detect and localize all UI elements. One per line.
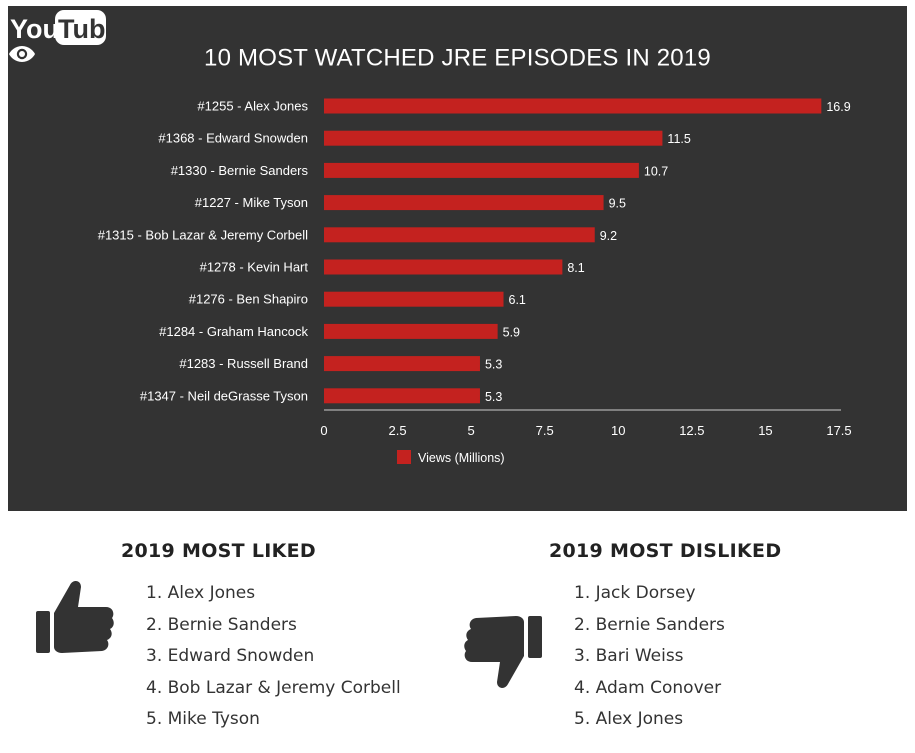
list-item: 5. Mike Tyson — [146, 709, 260, 729]
chart-panel: 10 MOST WATCHED JRE EPISODES IN 2019 #12… — [8, 6, 907, 511]
eye-icon — [9, 46, 35, 62]
category-label: #1255 - Alex Jones — [197, 99, 308, 114]
category-label: #1368 - Edward Snowden — [158, 131, 308, 146]
chart-title-row: 10 MOST WATCHED JRE EPISODES IN 2019 — [8, 44, 907, 73]
x-tick-label: 17.5 — [826, 423, 851, 438]
legend-label: Views (Millions) — [418, 451, 505, 465]
data-label: 5.9 — [503, 325, 520, 339]
bar — [324, 227, 595, 243]
data-label: 10.7 — [644, 164, 668, 178]
data-label: 5.3 — [485, 358, 502, 372]
list-item: 1. Alex Jones — [146, 583, 256, 603]
legend-swatch — [397, 450, 411, 464]
data-label: 6.1 — [509, 293, 526, 307]
thumbs-down-icon — [464, 616, 542, 688]
bar — [324, 356, 480, 372]
data-label: 11.5 — [667, 132, 690, 146]
x-tick-label: 0 — [320, 423, 327, 438]
category-label: #1283 - Russell Brand — [179, 356, 308, 371]
data-label: 9.2 — [600, 229, 617, 243]
category-label: #1278 - Kevin Hart — [200, 260, 309, 275]
bar — [324, 195, 604, 211]
data-label: 16.9 — [826, 100, 850, 114]
youtube-logo-you: You — [10, 14, 59, 44]
chart-title: 10 MOST WATCHED JRE EPISODES IN 2019 — [204, 44, 711, 72]
list-item: 2. Bernie Sanders — [574, 614, 725, 635]
data-label: 9.5 — [609, 197, 626, 211]
category-label: #1227 - Mike Tyson — [195, 195, 308, 210]
youtube-logo: You Tube — [10, 10, 108, 45]
x-tick-label: 12.5 — [679, 423, 704, 438]
thumbs-up-icon — [36, 581, 114, 653]
x-tick-label: 10 — [611, 423, 625, 438]
list-item: 4. Bob Lazar & Jeremy Corbell — [146, 677, 401, 698]
list-item: 4. Adam Conover — [574, 677, 722, 698]
list-item: 1. Jack Dorsey — [574, 583, 696, 603]
list-item: 3. Edward Snowden — [146, 646, 315, 666]
x-tick-label: 7.5 — [536, 423, 554, 438]
category-label: #1330 - Bernie Sanders — [171, 163, 309, 178]
category-label: #1284 - Graham Hancock — [159, 324, 308, 339]
bar — [324, 98, 822, 114]
bar-chart: #1255 - Alex Jones 16.9 #1368 - Edward Sno… — [98, 98, 852, 465]
data-label: 8.1 — [567, 261, 584, 275]
most-disliked-title: 2019 MOST DISLIKED — [549, 540, 782, 562]
list-item: 2. Bernie Sanders — [146, 614, 297, 635]
youtube-logo-tube: Tube — [58, 14, 108, 44]
bar — [324, 130, 663, 146]
x-tick-label: 2.5 — [389, 423, 407, 438]
bar — [324, 291, 504, 307]
data-label: 5.3 — [485, 390, 502, 404]
category-label: #1276 - Ben Shapiro — [189, 292, 308, 307]
category-label: #1315 - Bob Lazar & Jeremy Corbell — [98, 227, 308, 242]
x-tick-label: 5 — [468, 423, 475, 438]
most-liked-title: 2019 MOST LIKED — [121, 540, 316, 562]
bar — [324, 162, 639, 178]
list-item: 3. Bari Weiss — [574, 646, 684, 666]
x-tick-label: 15 — [758, 423, 772, 438]
bar — [324, 259, 563, 275]
list-item: 5. Alex Jones — [574, 709, 684, 729]
category-label: #1347 - Neil deGrasse Tyson — [140, 388, 308, 403]
most-disliked-list: 1. Jack Dorsey 2. Bernie Sanders 3. Bari… — [574, 578, 725, 736]
bar — [324, 323, 498, 339]
most-liked-list: 1. Alex Jones 2. Bernie Sanders 3. Edwar… — [146, 578, 401, 736]
bar — [324, 388, 480, 404]
